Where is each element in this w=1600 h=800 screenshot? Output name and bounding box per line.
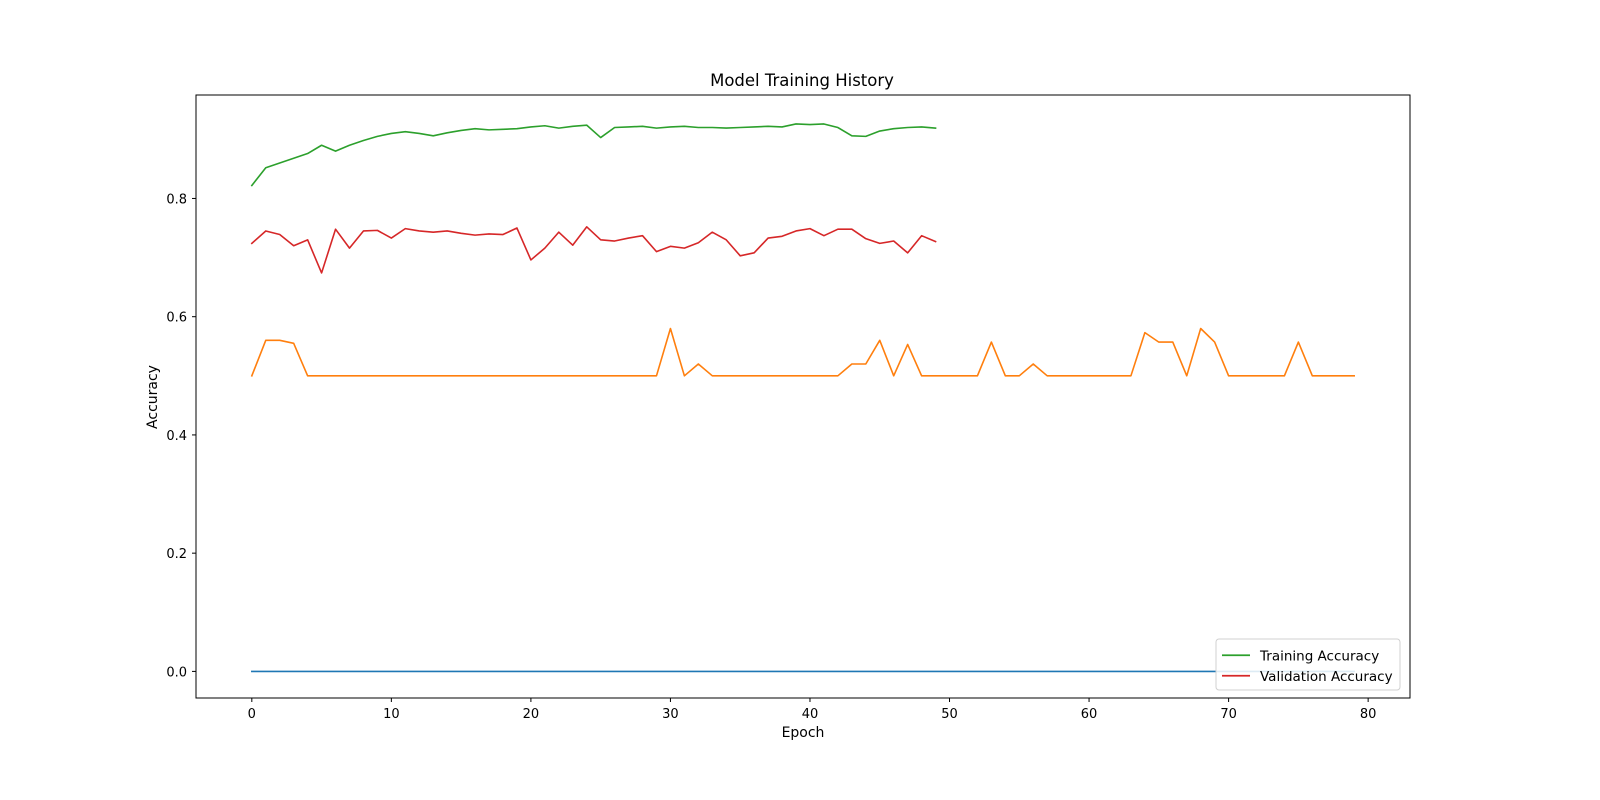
y-tick-label: 0.6 [166,311,187,326]
x-tick-label: 10 [383,707,400,722]
x-axis-label: Epoch [782,725,825,741]
x-tick-label: 70 [1220,707,1237,722]
y-axis: 0.0 0.2 0.4 0.6 0.8 [166,192,196,680]
plot-area-frame [195,94,1411,699]
legend-box [1215,638,1401,691]
legend-entry-label: Validation Accuracy [1260,669,1393,685]
series-line-unnamed-2 [250,327,1355,377]
chart-title: Model Training History [710,71,894,90]
x-tick-label: 60 [1081,707,1098,722]
y-tick-label: 0.0 [166,665,187,680]
series-layer [250,123,1355,673]
series-line-validation-accuracy [250,226,937,274]
x-axis: 0 10 20 30 40 50 60 70 80 [248,698,1377,722]
legend-entry-label: Training Accuracy [1259,648,1379,664]
y-tick-label: 0.4 [166,429,187,444]
series-line-training-accuracy [250,123,937,187]
y-tick-label: 0.8 [166,192,187,207]
x-tick-label: 30 [662,707,679,722]
x-tick-label: 0 [248,707,256,722]
x-tick-label: 20 [523,707,540,722]
x-tick-label: 40 [802,707,819,722]
legend: Training Accuracy Validation Accuracy [1215,638,1401,691]
y-tick-label: 0.2 [166,547,187,562]
x-tick-label: 50 [941,707,958,722]
x-tick-label: 80 [1360,707,1377,722]
y-axis-label: Accuracy [145,365,161,429]
